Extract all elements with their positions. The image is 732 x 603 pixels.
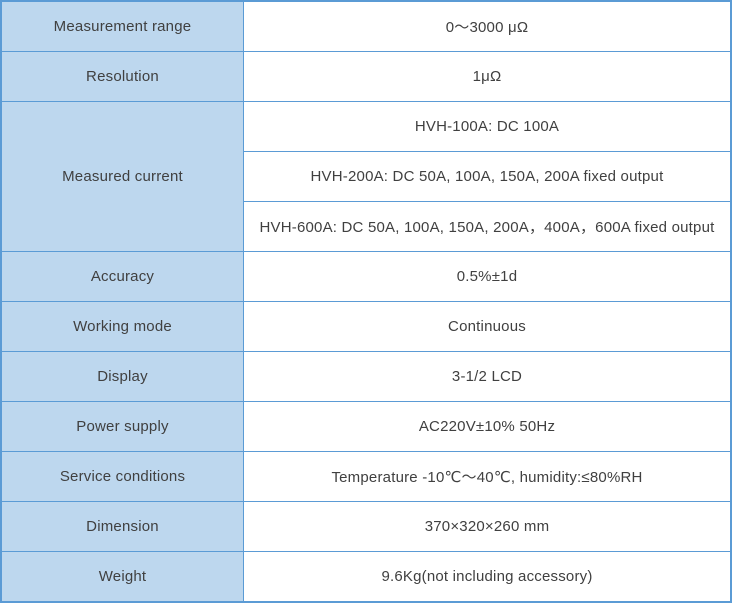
spec-value-measurement-range: 0～3000 μΩ — [243, 0, 732, 52]
spec-value-weight: 9.6Kg(not including accessory) — [243, 551, 732, 603]
spec-value-working-mode: Continuous — [243, 301, 732, 352]
table-row: Accuracy 0.5%±1d — [0, 251, 732, 302]
spec-label-weight: Weight — [0, 551, 244, 603]
spec-value-display: 3-1/2 LCD — [243, 351, 732, 402]
table-row: Dimension 370×320×260 mm — [0, 501, 732, 552]
spec-value-dimension: 370×320×260 mm — [243, 501, 732, 552]
spec-label-resolution: Resolution — [0, 51, 244, 102]
spec-value-service-conditions: Temperature -10℃～40℃, humidity:≤80%RH — [243, 451, 732, 502]
spec-label-power-supply: Power supply — [0, 401, 244, 452]
spec-value-resolution: 1μΩ — [243, 51, 732, 102]
spec-value-measured-current-hvh200a: HVH-200A: DC 50A, 100A, 150A, 200A fixed… — [243, 151, 732, 202]
table-row: Power supply AC220V±10% 50Hz — [0, 401, 732, 452]
table-row: Working mode Continuous — [0, 301, 732, 352]
spec-value-measured-current-hvh600a: HVH-600A: DC 50A, 100A, 150A, 200A，400A，… — [243, 201, 732, 252]
spec-label-measured-current: Measured current — [0, 101, 244, 252]
table-row: Resolution 1μΩ — [0, 51, 732, 102]
table-row: Service conditions Temperature -10℃～40℃,… — [0, 451, 732, 502]
table-row: Weight 9.6Kg(not including accessory) — [0, 551, 732, 603]
table-row: Display 3-1/2 LCD — [0, 351, 732, 402]
table-row: HVH-600A: DC 50A, 100A, 150A, 200A，400A，… — [1, 201, 732, 252]
table-row: HVH-200A: DC 50A, 100A, 150A, 200A fixed… — [1, 151, 732, 202]
spec-value-accuracy: 0.5%±1d — [243, 251, 732, 302]
spec-label-working-mode: Working mode — [0, 301, 244, 352]
spec-label-measurement-range: Measurement range — [0, 0, 244, 52]
table-row: Measured current HVH-100A: DC 100A — [0, 101, 732, 252]
spec-label-dimension: Dimension — [0, 501, 244, 552]
spec-label-service-conditions: Service conditions — [0, 451, 244, 502]
table-row: Measurement range 0～3000 μΩ — [0, 0, 732, 52]
spec-value-power-supply: AC220V±10% 50Hz — [243, 401, 732, 452]
spec-label-display: Display — [0, 351, 244, 402]
spec-label-accuracy: Accuracy — [0, 251, 244, 302]
spec-value-measured-current-hvh100a: HVH-100A: DC 100A — [243, 101, 732, 152]
